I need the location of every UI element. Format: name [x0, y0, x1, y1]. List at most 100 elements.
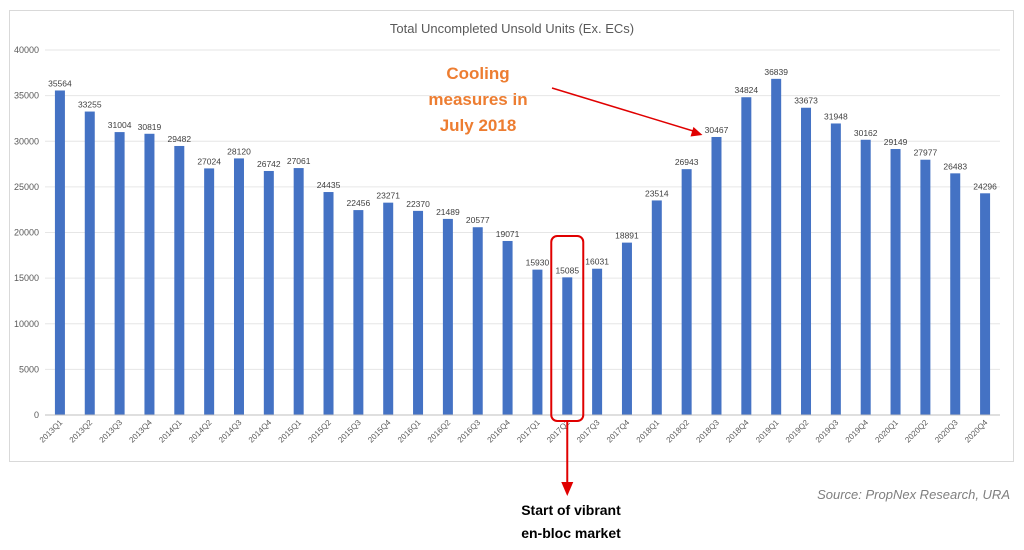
data-label-2020Q2: 27977 — [914, 148, 938, 158]
x-tick-label-2017Q4: 2017Q4 — [605, 418, 632, 445]
bar-2015Q4 — [383, 202, 394, 415]
x-tick-label-2014Q4: 2014Q4 — [247, 418, 274, 445]
x-tick-label-2013Q2: 2013Q2 — [68, 418, 95, 445]
data-label-2015Q3: 22456 — [347, 198, 371, 208]
data-label-2018Q3: 30467 — [705, 125, 729, 135]
bar-2016Q4 — [502, 240, 513, 415]
bar-2013Q2 — [84, 111, 95, 415]
bar-2015Q2 — [323, 192, 334, 415]
bar-2016Q2 — [442, 218, 453, 415]
source-note: Source: PropNex Research, URA — [817, 487, 1010, 502]
bar-2017Q2 — [562, 277, 573, 415]
data-label-2015Q2: 24435 — [317, 180, 341, 190]
data-label-2017Q3: 16031 — [585, 257, 609, 267]
x-tick-label-2018Q3: 2018Q3 — [694, 418, 721, 445]
enbloc-arrow — [561, 421, 574, 496]
data-label-2016Q1: 22370 — [406, 199, 430, 209]
annotation-enbloc-line-1: Start of vibrant — [521, 502, 621, 518]
x-tick-label-2015Q2: 2015Q2 — [306, 418, 333, 445]
bar-2019Q4 — [860, 139, 871, 416]
data-label-2019Q4: 30162 — [854, 128, 878, 138]
x-tick-label-2019Q4: 2019Q4 — [844, 418, 871, 445]
data-label-2017Q2: 15085 — [555, 265, 579, 275]
data-label-2020Q3: 26483 — [943, 161, 967, 171]
annotation-enbloc-line-2: en-bloc market — [521, 525, 621, 541]
bar-2014Q3 — [233, 158, 244, 415]
data-label-2018Q1: 23514 — [645, 188, 669, 198]
bar-2018Q1 — [651, 200, 662, 415]
y-tick-label: 20000 — [14, 228, 39, 238]
x-tick-label-2014Q1: 2014Q1 — [157, 418, 184, 445]
bar-2020Q2 — [920, 159, 931, 415]
annotation-cooling-line-1: Cooling — [446, 64, 509, 83]
x-tick-label-2015Q1: 2015Q1 — [277, 418, 304, 445]
data-label-2014Q4: 26742 — [257, 159, 281, 169]
x-tick-label-2018Q1: 2018Q1 — [635, 418, 662, 445]
data-label-2013Q1: 35564 — [48, 78, 72, 88]
data-label-2018Q4: 34824 — [735, 85, 759, 95]
enbloc-arrow-head — [561, 482, 574, 496]
annotation-cooling-line-2: measures in — [428, 90, 527, 109]
bar-2014Q4 — [263, 170, 274, 415]
x-tick-label-2017Q1: 2017Q1 — [515, 418, 542, 445]
x-tick-label-2016Q4: 2016Q4 — [485, 418, 512, 445]
bar-2017Q4 — [621, 242, 632, 415]
cooling-arrow-line — [551, 87, 697, 133]
bar-2015Q1 — [293, 168, 304, 415]
data-label-2016Q2: 21489 — [436, 207, 460, 217]
data-label-2019Q3: 31948 — [824, 111, 848, 121]
bar-2015Q3 — [353, 210, 364, 415]
x-tick-label-2020Q3: 2020Q3 — [933, 418, 960, 445]
annotation-cooling-line-3: July 2018 — [440, 116, 517, 135]
x-tick-label-2016Q3: 2016Q3 — [456, 418, 483, 445]
x-tick-label-2015Q3: 2015Q3 — [336, 418, 363, 445]
bar-2016Q1 — [413, 210, 424, 415]
y-tick-label: 25000 — [14, 182, 39, 192]
bar-2017Q3 — [592, 268, 603, 415]
cooling-arrow-head — [690, 126, 703, 137]
x-tick-label-2014Q2: 2014Q2 — [187, 418, 214, 445]
bars — [54, 78, 991, 416]
bar-2017Q1 — [532, 269, 543, 415]
bar-2018Q4 — [741, 97, 752, 415]
data-label-2019Q1: 36839 — [764, 67, 788, 77]
y-tick-label: 15000 — [14, 273, 39, 283]
bar-2020Q4 — [980, 193, 991, 415]
bar-2020Q3 — [950, 173, 961, 415]
y-axis-ticks: 0 5000 10000 15000 20000 25000 30000 35000 40000 — [14, 45, 39, 420]
data-label-2015Q1: 27061 — [287, 156, 311, 166]
y-tick-label: 10000 — [14, 319, 39, 329]
data-label-2017Q1: 15930 — [526, 258, 550, 268]
bar-2016Q3 — [472, 227, 483, 415]
bar-2013Q3 — [114, 132, 125, 415]
x-tick-label-2013Q1: 2013Q1 — [38, 418, 65, 445]
x-tick-label-2013Q3: 2013Q3 — [98, 418, 125, 445]
x-tick-label-2019Q2: 2019Q2 — [784, 418, 811, 445]
x-tick-label-2013Q4: 2013Q4 — [127, 418, 154, 445]
x-tick-label-2018Q4: 2018Q4 — [724, 418, 751, 445]
data-label-2018Q2: 26943 — [675, 157, 699, 167]
x-tick-label-2016Q2: 2016Q2 — [426, 418, 453, 445]
x-tick-label-2016Q1: 2016Q1 — [396, 418, 423, 445]
y-tick-label: 5000 — [19, 364, 39, 374]
data-label-2016Q4: 19071 — [496, 229, 520, 239]
chart-title: Total Uncompleted Unsold Units (Ex. ECs) — [390, 21, 634, 36]
bar-2019Q1 — [771, 78, 782, 416]
data-label-2016Q3: 20577 — [466, 215, 490, 225]
x-tick-label-2020Q4: 2020Q4 — [963, 418, 990, 445]
cooling-arrow — [551, 87, 703, 137]
y-tick-label: 0 — [34, 410, 39, 420]
x-tick-label-2020Q1: 2020Q1 — [873, 418, 900, 445]
data-label-2013Q2: 33255 — [78, 100, 102, 110]
data-label-2013Q4: 30819 — [138, 122, 162, 132]
y-tick-label: 30000 — [14, 136, 39, 146]
x-tick-label-2019Q3: 2019Q3 — [814, 418, 841, 445]
data-label-2019Q2: 33673 — [794, 96, 818, 106]
bar-2013Q4 — [144, 133, 155, 416]
data-label-2013Q3: 31004 — [108, 120, 132, 130]
x-tick-label-2020Q2: 2020Q2 — [903, 418, 930, 445]
y-tick-label: 35000 — [14, 91, 39, 101]
bar-2020Q1 — [890, 149, 901, 415]
x-tick-label-2018Q2: 2018Q2 — [665, 418, 692, 445]
